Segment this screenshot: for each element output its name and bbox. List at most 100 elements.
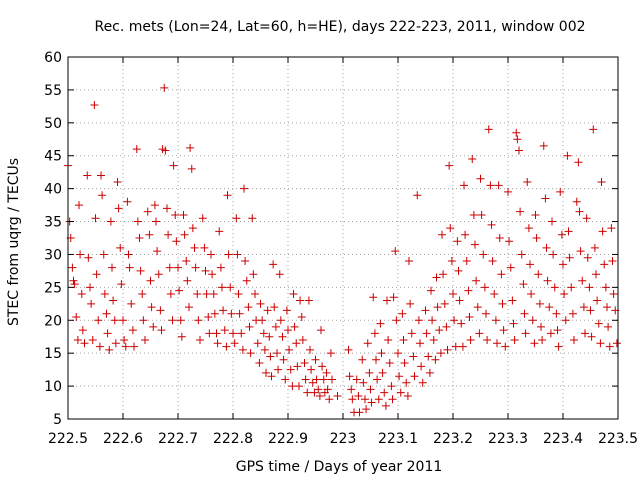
data-point (451, 342, 460, 351)
data-point (75, 201, 83, 210)
data-point (567, 283, 576, 292)
data-point (204, 312, 213, 321)
data-point (488, 257, 497, 266)
data-point (132, 145, 141, 154)
data-point (407, 329, 416, 338)
data-point (612, 339, 621, 348)
data-point (218, 283, 226, 292)
data-point (510, 336, 519, 345)
data-point (219, 306, 228, 315)
x-axis-label: GPS time / Days of year 2011 (236, 459, 443, 475)
data-point (97, 171, 105, 180)
data-point (213, 339, 222, 348)
data-point (388, 395, 397, 404)
data-point (424, 352, 433, 361)
data-point (578, 276, 587, 285)
data-point (333, 391, 342, 400)
data-point (269, 260, 278, 269)
data-point (282, 306, 291, 315)
data-point (103, 329, 112, 338)
data-point (597, 178, 606, 187)
data-point (422, 329, 431, 338)
data-point (468, 155, 477, 164)
data-point (406, 299, 415, 308)
data-point (402, 378, 411, 387)
data-point (143, 207, 152, 216)
data-point (394, 349, 402, 358)
data-point (175, 286, 184, 295)
data-point (403, 391, 412, 400)
data-point (202, 289, 211, 298)
data-point (120, 336, 129, 345)
x-tick-label: 222.6 (103, 431, 143, 447)
data-point (244, 303, 253, 312)
data-point (530, 339, 539, 348)
data-point (318, 362, 327, 371)
data-point (286, 365, 295, 374)
data-point (345, 372, 354, 381)
data-point (163, 204, 171, 213)
data-point (377, 349, 386, 358)
data-point (259, 329, 268, 338)
data-point (344, 345, 353, 354)
data-point (116, 243, 125, 252)
data-point (561, 316, 570, 325)
data-point (152, 217, 160, 226)
data-point (187, 164, 196, 173)
data-point (323, 385, 332, 394)
data-point (223, 191, 232, 200)
data-point (224, 250, 233, 259)
data-point (171, 210, 180, 219)
data-point (396, 388, 405, 397)
data-point (484, 125, 493, 134)
data-point (248, 214, 257, 223)
data-point (359, 378, 368, 387)
data-point (86, 283, 94, 292)
data-point (535, 299, 544, 308)
data-point (378, 368, 387, 377)
data-point (369, 293, 378, 302)
data-point (589, 125, 598, 134)
data-point (370, 329, 379, 338)
data-point (124, 250, 133, 259)
data-point (201, 266, 210, 275)
x-tick-label: 222.8 (213, 431, 253, 447)
data-point (135, 234, 144, 242)
data-point (490, 289, 499, 298)
data-point (348, 395, 357, 404)
data-point (374, 395, 383, 404)
data-point (493, 339, 501, 348)
data-point (439, 270, 448, 279)
data-point (384, 336, 393, 345)
data-point (70, 280, 79, 289)
data-point (471, 240, 479, 249)
data-point (440, 299, 449, 308)
data-point (161, 146, 170, 155)
data-point (553, 326, 562, 335)
data-point (483, 336, 492, 345)
data-point (246, 349, 255, 358)
data-point (491, 316, 500, 325)
data-point (506, 263, 515, 272)
data-point (508, 296, 517, 305)
y-axis-label: STEC from uqrg / TECUs (6, 158, 22, 326)
data-point (183, 276, 192, 285)
data-point (190, 243, 199, 252)
data-point (317, 326, 325, 335)
data-point (87, 299, 96, 308)
data-point (208, 270, 217, 279)
data-point (226, 283, 235, 292)
data-point (253, 339, 262, 348)
data-point (233, 250, 242, 259)
y-tick-label: 60 (44, 50, 62, 66)
data-point (575, 207, 584, 216)
data-point (256, 299, 265, 308)
data-point (431, 355, 440, 364)
x-tick-label: 223.3 (488, 431, 528, 447)
data-point (279, 355, 288, 364)
data-point (539, 141, 548, 150)
data-point (138, 289, 147, 298)
data-point (235, 309, 244, 318)
data-point (196, 336, 204, 345)
data-point (229, 329, 237, 338)
